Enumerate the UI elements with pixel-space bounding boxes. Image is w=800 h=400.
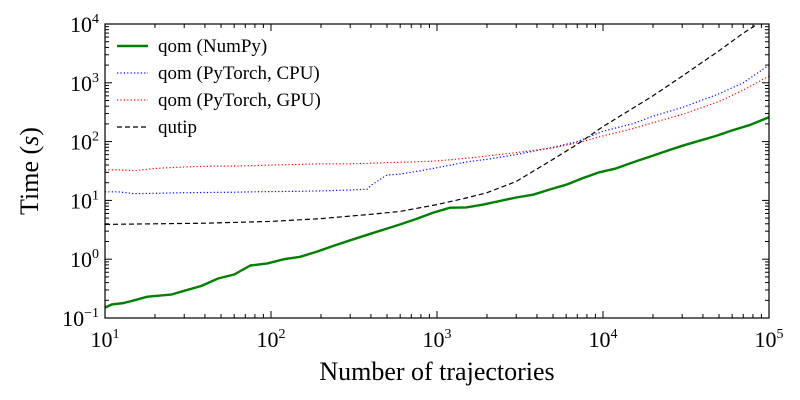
legend-label: qom (PyTorch, CPU) xyxy=(158,63,320,84)
series-line-2 xyxy=(105,64,769,195)
legend-label: qom (PyTorch, GPU) xyxy=(158,90,321,111)
ticks-layer xyxy=(104,23,770,319)
x-axis-label: Number of trajectories xyxy=(319,357,554,386)
x-tick-label: 103 xyxy=(423,327,452,352)
series-line-3 xyxy=(105,75,769,172)
plot-frame xyxy=(104,23,770,319)
y-tick-label: 10−1 xyxy=(62,306,99,331)
y-tick-labels: 10−1 100 101 102 103 104 xyxy=(62,12,99,331)
legend: qom (NumPy) qom (PyTorch, CPU) qom (PyTorc… xyxy=(117,36,321,138)
y-tick-label: 102 xyxy=(70,130,99,155)
x-tick-labels: 101 102 103 104 105 xyxy=(91,327,784,352)
x-tick-label: 104 xyxy=(589,327,618,352)
y-tick-label: 100 xyxy=(70,247,99,272)
y-axis-label: Time (s) xyxy=(15,127,44,215)
x-tick-label: 105 xyxy=(755,327,784,352)
y-tick-label: 104 xyxy=(70,12,99,37)
x-tick-label: 101 xyxy=(91,327,120,352)
y-tick-label: 103 xyxy=(70,71,99,96)
legend-label: qutip xyxy=(158,117,197,138)
y-tick-label: 101 xyxy=(70,188,99,213)
series-line-1 xyxy=(105,116,769,309)
series-layer xyxy=(105,24,769,309)
legend-label: qom (NumPy) xyxy=(158,36,267,57)
x-tick-label: 102 xyxy=(257,327,286,352)
series-line-4 xyxy=(105,24,759,225)
